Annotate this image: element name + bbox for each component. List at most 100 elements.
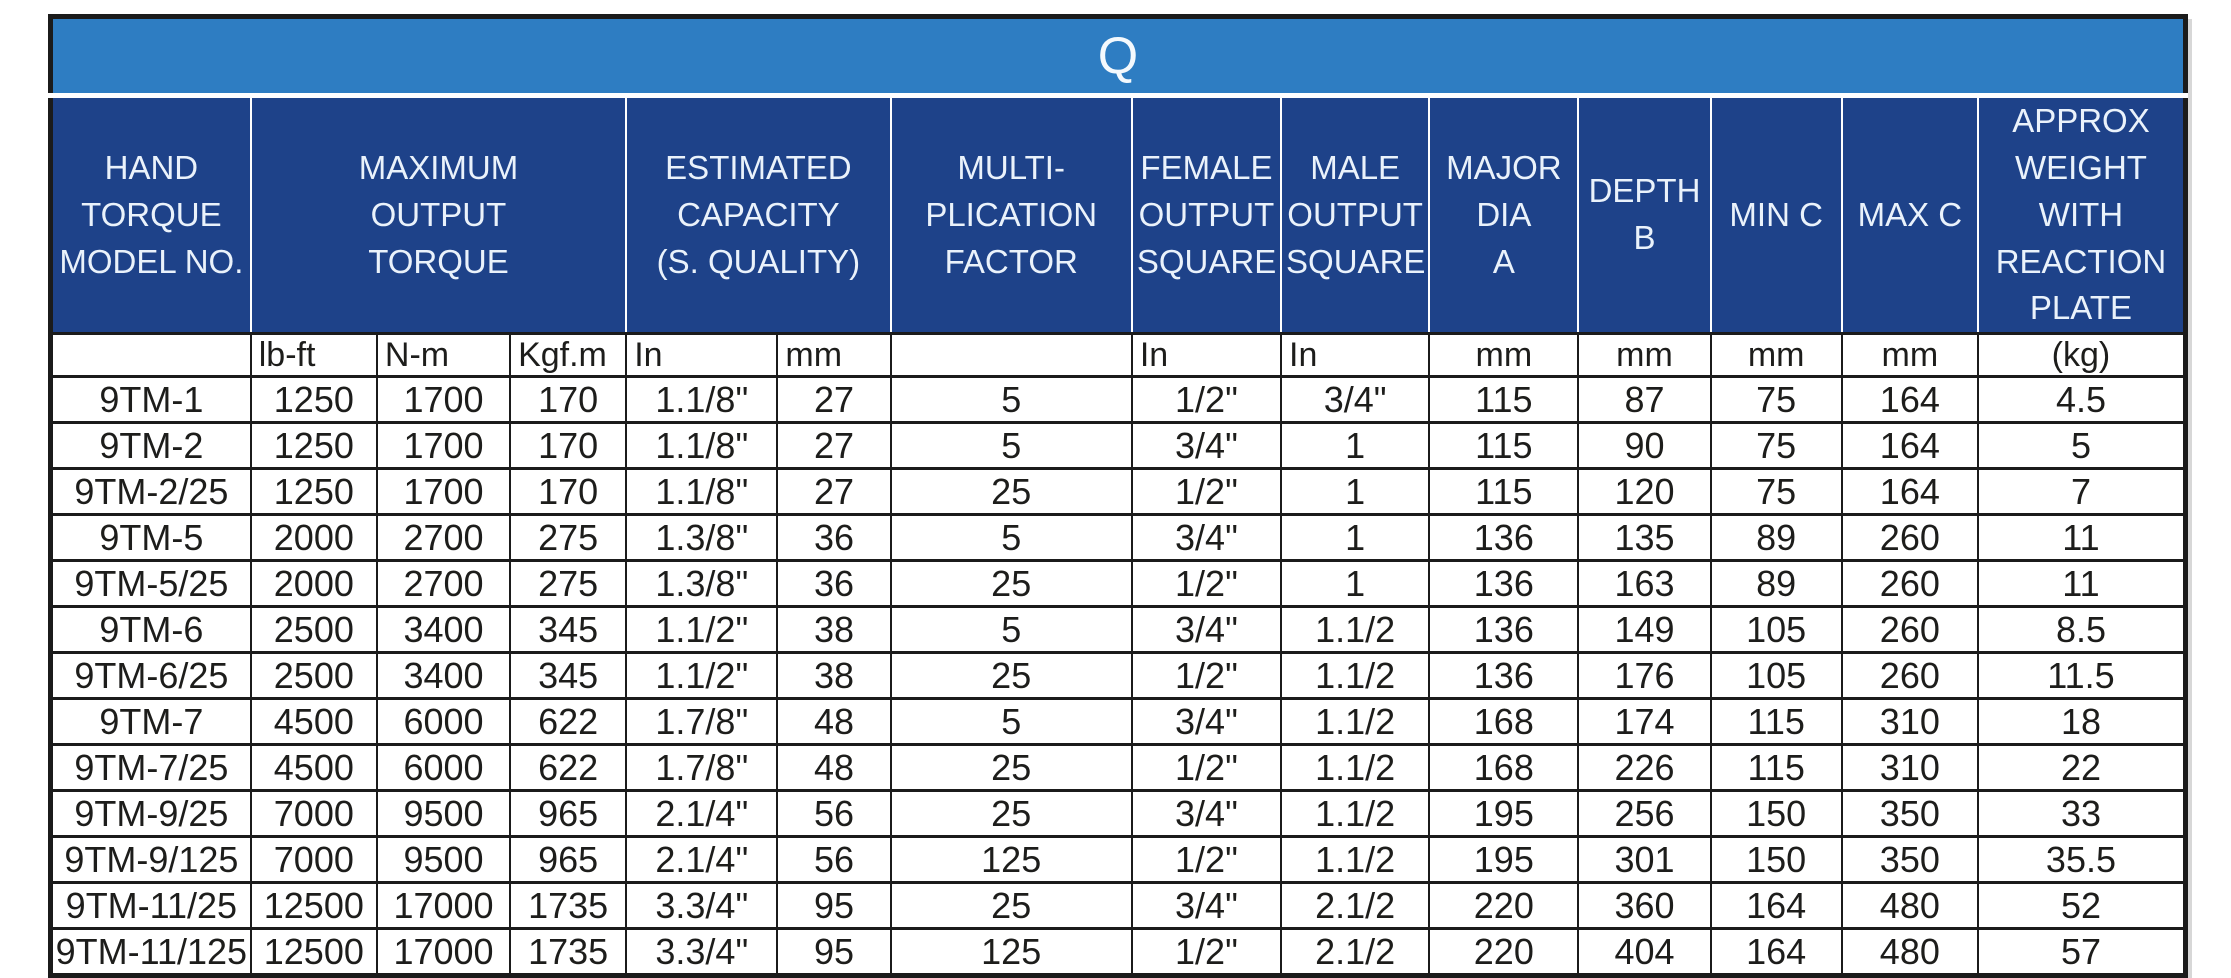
value-cell: 11 (1976, 513, 2187, 563)
value-cell: 3400 (375, 605, 512, 655)
value-cell: 95 (776, 881, 892, 931)
value-cell: 176 (1577, 651, 1712, 701)
value-cell: 3/4" (1130, 605, 1283, 655)
value-cell: 1.1/8" (625, 421, 779, 471)
value-cell: 168 (1428, 743, 1580, 793)
value-cell: 260 (1840, 559, 1979, 609)
value-cell: 38 (776, 605, 892, 655)
value-cell: 1250 (249, 467, 378, 517)
value-cell: 2700 (375, 513, 512, 563)
value-cell: 2.1/4" (625, 789, 779, 839)
value-cell: 36 (776, 513, 892, 563)
value-cell: 22 (1976, 743, 2187, 793)
value-cell: 11.5 (1976, 651, 2187, 701)
value-cell: 1700 (375, 467, 512, 517)
value-cell: 1250 (249, 421, 378, 471)
value-cell: 1250 (249, 375, 378, 425)
table-row: 9TM-7/25 4500 6000 622 1.7/8" 48 25 1/2" 1.1/2 16… (49, 743, 2187, 793)
value-cell: 1/2" (1130, 835, 1283, 885)
value-cell: 345 (509, 651, 628, 701)
value-cell: 136 (1428, 605, 1580, 655)
unit-cell-major-mm: mm (1428, 332, 1580, 379)
value-cell: 345 (509, 605, 628, 655)
col-header-model: HAND TORQUE MODEL NO. (49, 95, 252, 334)
value-cell: 5 (889, 513, 1133, 563)
value-cell: 89 (1709, 559, 1843, 609)
value-cell: 164 (1840, 467, 1979, 517)
unit-cell-factor (889, 332, 1133, 379)
value-cell: 4500 (249, 743, 378, 793)
value-cell: 3/4" (1130, 697, 1283, 747)
value-cell: 12500 (249, 927, 378, 978)
value-cell: 310 (1840, 697, 1979, 747)
value-cell: 3/4" (1130, 421, 1283, 471)
model-cell: 9TM-2 (49, 421, 252, 471)
col-header-estimated-capacity: ESTIMATED CAPACITY (S. QUALITY) (625, 95, 892, 334)
value-cell: 125 (889, 835, 1133, 885)
value-cell: 5 (889, 421, 1133, 471)
value-cell: 310 (1840, 743, 1979, 793)
value-cell: 75 (1709, 421, 1843, 471)
value-cell: 27 (776, 375, 892, 425)
value-cell: 4500 (249, 697, 378, 747)
value-cell: 25 (889, 559, 1133, 609)
value-cell: 105 (1709, 651, 1843, 701)
units-row: lb-ft N-m Kgf.m In mm In In mm mm mm mm … (49, 332, 2187, 379)
value-cell: 174 (1577, 697, 1712, 747)
unit-cell-min-mm: mm (1709, 332, 1843, 379)
value-cell: 115 (1428, 467, 1580, 517)
value-cell: 5 (889, 697, 1133, 747)
value-cell: 2700 (375, 559, 512, 609)
value-cell: 2500 (249, 651, 378, 701)
unit-cell-female-in: In (1130, 332, 1283, 379)
value-cell: 90 (1577, 421, 1712, 471)
value-cell: 195 (1428, 789, 1580, 839)
value-cell: 25 (889, 743, 1133, 793)
value-cell: 480 (1840, 881, 1979, 931)
value-cell: 1.3/8" (625, 559, 779, 609)
value-cell: 1 (1280, 467, 1431, 517)
value-cell: 275 (509, 559, 628, 609)
table-body: 9TM-1 1250 1700 170 1.1/8" 27 5 1/2" 3/4" 115 87 75… (49, 375, 2187, 978)
table-row: 9TM-5 2000 2700 275 1.3/8" 36 5 3/4" 1 136 135 89 26… (49, 513, 2187, 563)
value-cell: 18 (1976, 697, 2187, 747)
value-cell: 25 (889, 651, 1133, 701)
value-cell: 56 (776, 789, 892, 839)
unit-cell-weight-kg: (kg) (1976, 332, 2187, 379)
table-row: 9TM-9/125 7000 9500 965 2.1/4" 56 125 1/2" 1.1/2… (49, 835, 2187, 885)
value-cell: 1.1/2 (1280, 743, 1431, 793)
value-cell: 1 (1280, 559, 1431, 609)
table-row: 9TM-1 1250 1700 170 1.1/8" 27 5 1/2" 3/4" 115 87 75… (49, 375, 2187, 425)
col-header-male-output-square: MALE OUTPUT SQUARE (1280, 95, 1431, 334)
value-cell: 25 (889, 789, 1133, 839)
value-cell: 226 (1577, 743, 1712, 793)
unit-cell-depth-mm: mm (1577, 332, 1712, 379)
value-cell: 1700 (375, 421, 512, 471)
unit-cell-model (49, 332, 252, 379)
value-cell: 1.1/2 (1280, 651, 1431, 701)
model-cell: 9TM-6/25 (49, 651, 252, 701)
value-cell: 136 (1428, 559, 1580, 609)
value-cell: 7000 (249, 835, 378, 885)
model-cell: 9TM-5 (49, 513, 252, 563)
value-cell: 9500 (375, 835, 512, 885)
value-cell: 1735 (509, 881, 628, 931)
value-cell: 7 (1976, 467, 2187, 517)
col-header-max-output-torque: MAXIMUM OUTPUT TORQUE (249, 95, 628, 334)
value-cell: 1.1/8" (625, 375, 779, 425)
value-cell: 52 (1976, 881, 2187, 931)
value-cell: 115 (1428, 375, 1580, 425)
model-cell: 9TM-7 (49, 697, 252, 747)
value-cell: 136 (1428, 513, 1580, 563)
value-cell: 965 (509, 835, 628, 885)
unit-cell-nm: N-m (375, 332, 512, 379)
model-cell: 9TM-11/25 (49, 881, 252, 931)
value-cell: 170 (509, 375, 628, 425)
col-header-depth-b: DEPTH B (1577, 95, 1712, 334)
value-cell: 4.5 (1976, 375, 2187, 425)
value-cell: 105 (1709, 605, 1843, 655)
table-row: 9TM-2 1250 1700 170 1.1/8" 27 5 3/4" 1 115 90 75 164… (49, 421, 2187, 471)
table-row: 9TM-6/25 2500 3400 345 1.1/2" 38 25 1/2" 1.1/2 13… (49, 651, 2187, 701)
value-cell: 1.7/8" (625, 697, 779, 747)
value-cell: 48 (776, 743, 892, 793)
